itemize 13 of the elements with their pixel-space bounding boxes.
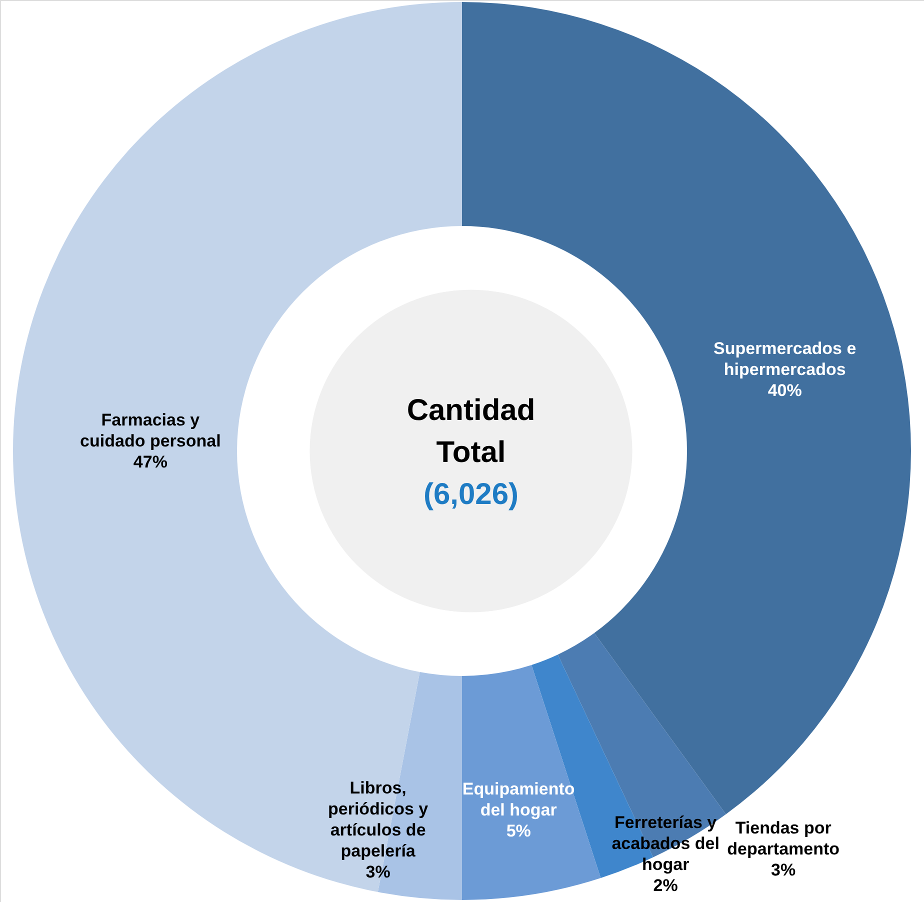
data-label: 47% [133, 452, 168, 472]
slice-label: Equipamiento del hogar [462, 780, 575, 820]
slice-label: Farmacias y cuidado personal [80, 410, 221, 451]
data-label: 40% [768, 381, 802, 400]
slice-label: Supermercados e hipermercados [714, 339, 856, 380]
data-label: 5% [506, 822, 531, 841]
text: Cantidad Total [406, 394, 536, 469]
data-label: 3% [771, 860, 796, 880]
text: (6,026) [423, 478, 519, 511]
slice-label: Libros, periódicos y artículos de papelería [328, 778, 429, 860]
data-label: 2% [653, 876, 678, 896]
slice-label: Tiendas por departamento [727, 818, 840, 859]
data-label: 3% [366, 862, 390, 882]
